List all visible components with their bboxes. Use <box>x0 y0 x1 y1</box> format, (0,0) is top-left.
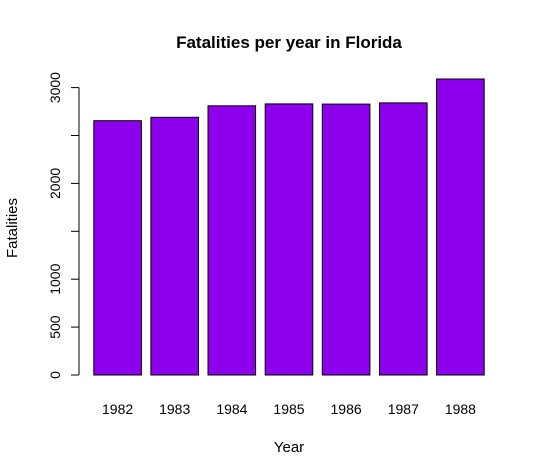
x-tick-label: 1984 <box>216 401 247 417</box>
x-axis-label: Year <box>274 439 304 456</box>
y-tick-label: 1000 <box>47 263 63 294</box>
x-tick-label: 1986 <box>331 401 362 417</box>
y-tick-label: 500 <box>47 315 63 339</box>
x-tick-label: 1982 <box>102 401 133 417</box>
x-tick-label: 1987 <box>388 401 419 417</box>
y-axis-label: Fatalities <box>4 198 21 258</box>
bar-1984 <box>207 105 257 376</box>
chart-title: Fatalities per year in Florida <box>176 33 402 52</box>
bar-1988 <box>436 78 485 376</box>
bars-group <box>93 78 485 376</box>
x-tick-label: 1983 <box>159 401 190 417</box>
bar-1985 <box>264 103 314 376</box>
bar-1982 <box>93 120 142 376</box>
x-tick-label: 1985 <box>273 401 304 417</box>
x-tick-label: 1988 <box>445 401 476 417</box>
y-tick-label: 2000 <box>47 168 63 199</box>
y-axis: 0 500 1000 2000 3000 <box>47 72 80 379</box>
x-tick-labels: 1982 1983 1984 1985 1986 1987 1988 <box>102 401 476 417</box>
bar-1986 <box>321 103 371 376</box>
bar-1987 <box>379 102 428 376</box>
y-tick-label: 3000 <box>47 72 63 103</box>
y-tick-label: 0 <box>47 371 63 379</box>
bar-1983 <box>150 116 199 376</box>
